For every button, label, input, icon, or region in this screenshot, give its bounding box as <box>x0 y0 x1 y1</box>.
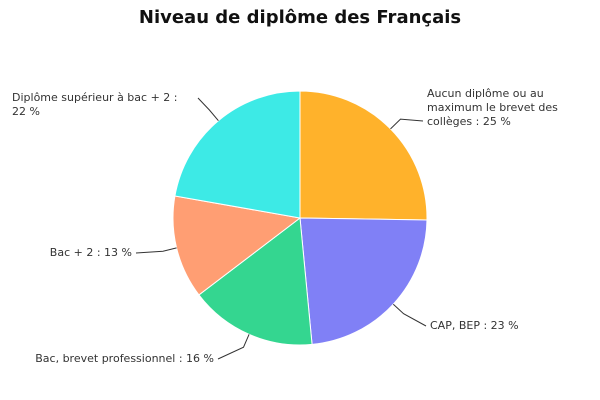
chart-title: Niveau de diplôme des Français <box>138 7 462 28</box>
leader-line-2 <box>392 303 427 327</box>
leader-line-4 <box>135 247 177 254</box>
slice-label-3: Bac, brevet professionnel : 16 % <box>35 352 214 365</box>
slice-label-1: Aucun diplôme ou au maximum le brevet de… <box>427 87 558 128</box>
pie-slice-5[interactable] <box>174 90 301 219</box>
leader-line-3 <box>217 334 250 360</box>
leader-line-1 <box>390 118 424 130</box>
pie-slice-1[interactable] <box>299 90 428 221</box>
slice-label-5: Diplôme supérieur à bac + 2 : 22 % <box>12 91 178 118</box>
slice-label-4: Bac + 2 : 13 % <box>49 246 132 259</box>
leader-line-5 <box>197 97 219 122</box>
slice-label-2: CAP, BEP : 23 % <box>430 319 519 332</box>
pie-slice-2[interactable] <box>299 217 428 345</box>
